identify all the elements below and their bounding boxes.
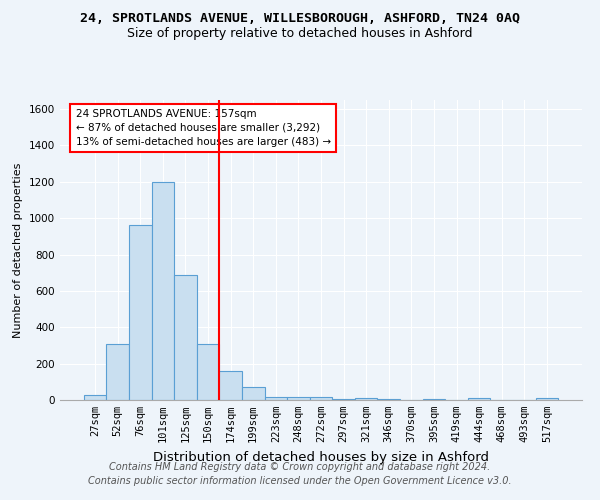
X-axis label: Distribution of detached houses by size in Ashford: Distribution of detached houses by size … [153,450,489,464]
Text: Contains public sector information licensed under the Open Government Licence v3: Contains public sector information licen… [88,476,512,486]
Bar [106,344,129,400]
Bar [129,226,152,400]
Bar [287,398,310,400]
Bar [242,388,265,400]
Bar [84,394,106,400]
Bar [265,398,287,400]
Text: Size of property relative to detached houses in Ashford: Size of property relative to detached ho… [127,28,473,40]
Text: 24 SPROTLANDS AVENUE: 157sqm
← 87% of detached houses are smaller (3,292)
13% of: 24 SPROTLANDS AVENUE: 157sqm ← 87% of de… [76,109,331,147]
Bar [332,399,355,400]
Bar [174,274,197,400]
Bar [310,398,332,400]
Bar [152,182,174,400]
Y-axis label: Number of detached properties: Number of detached properties [13,162,23,338]
Text: 24, SPROTLANDS AVENUE, WILLESBOROUGH, ASHFORD, TN24 0AQ: 24, SPROTLANDS AVENUE, WILLESBOROUGH, AS… [80,12,520,26]
Bar [377,399,400,400]
Bar [536,398,558,400]
Text: Contains HM Land Registry data © Crown copyright and database right 2024.: Contains HM Land Registry data © Crown c… [109,462,491,472]
Bar [220,371,242,400]
Bar [355,398,377,400]
Bar [468,398,490,400]
Bar [422,399,445,400]
Bar [197,344,220,400]
